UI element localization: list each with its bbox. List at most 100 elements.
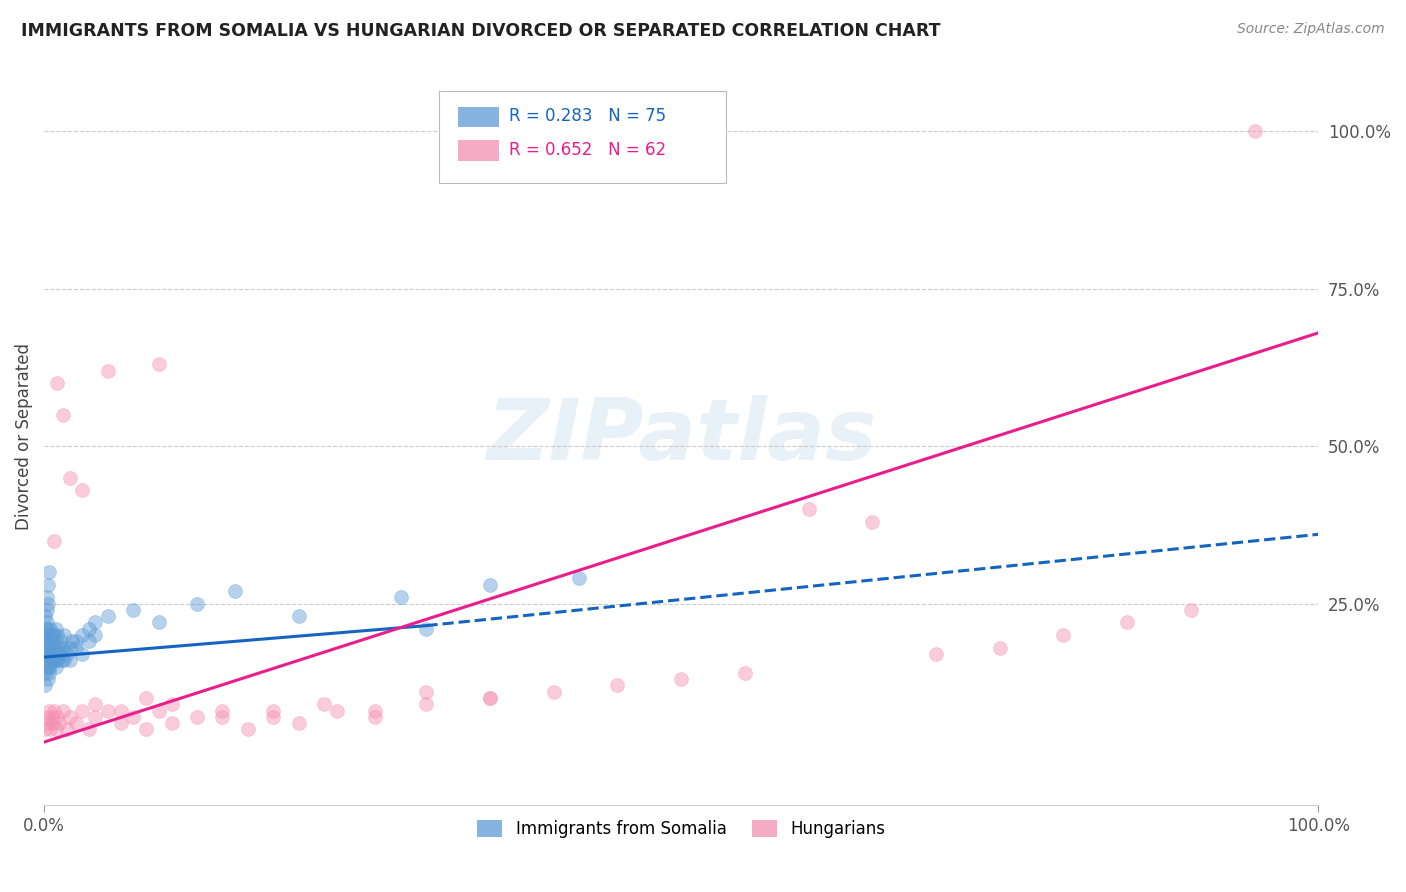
Point <box>39 647 62 661</box>
Text: ZIPatlas: ZIPatlas <box>486 395 876 478</box>
Point <box>37 716 59 731</box>
Point <box>44 533 66 548</box>
Point <box>35 653 58 667</box>
Point <box>48 647 70 661</box>
Point <box>39 723 62 737</box>
Point <box>364 710 387 724</box>
Point <box>45 710 67 724</box>
Point <box>53 653 76 667</box>
Point <box>45 628 67 642</box>
Point <box>224 584 246 599</box>
Point <box>58 471 80 485</box>
Point <box>45 653 67 667</box>
Point <box>35 628 58 642</box>
Point <box>44 704 66 718</box>
Point <box>37 634 59 648</box>
Point <box>35 659 58 673</box>
Point <box>65 634 87 648</box>
Point <box>288 716 311 731</box>
Point <box>97 609 120 624</box>
Point <box>160 716 183 731</box>
Point <box>326 704 349 718</box>
Point <box>148 704 170 718</box>
Point <box>35 710 58 724</box>
Point <box>42 716 65 731</box>
Point <box>45 653 67 667</box>
Point <box>35 615 58 630</box>
Point <box>46 640 69 655</box>
Point <box>37 647 59 661</box>
Point <box>77 622 100 636</box>
Point <box>58 653 80 667</box>
Point <box>38 665 60 680</box>
Point <box>42 634 65 648</box>
Point <box>988 640 1011 655</box>
Point <box>45 659 67 673</box>
Point <box>44 628 66 642</box>
Point <box>77 634 100 648</box>
Point <box>41 653 63 667</box>
Point <box>52 408 75 422</box>
Point <box>51 653 73 667</box>
Point <box>72 647 94 661</box>
Point <box>415 684 437 698</box>
Point <box>41 710 63 724</box>
Point <box>110 704 132 718</box>
Point <box>415 698 437 712</box>
Point <box>48 716 70 731</box>
Point <box>35 591 58 605</box>
Point <box>52 704 75 718</box>
Point <box>34 647 56 661</box>
Point <box>38 565 60 579</box>
Point <box>34 723 56 737</box>
Y-axis label: Divorced or Separated: Divorced or Separated <box>15 343 32 530</box>
Point <box>39 622 62 636</box>
Point <box>38 640 60 655</box>
FancyBboxPatch shape <box>439 91 725 183</box>
Point <box>44 653 66 667</box>
Point <box>110 716 132 731</box>
Point <box>734 665 756 680</box>
Point <box>262 710 284 724</box>
Point <box>186 710 208 724</box>
Point <box>49 634 72 648</box>
Point <box>45 376 67 391</box>
Point <box>65 640 87 655</box>
Point <box>38 628 60 642</box>
Text: Source: ZipAtlas.com: Source: ZipAtlas.com <box>1237 22 1385 37</box>
Point <box>797 502 820 516</box>
Point <box>53 628 76 642</box>
Point <box>479 577 502 591</box>
Point <box>72 628 94 642</box>
Point <box>65 716 87 731</box>
Point <box>38 704 60 718</box>
Point <box>56 723 79 737</box>
Point <box>41 653 63 667</box>
Point <box>479 691 502 706</box>
Point <box>45 647 67 661</box>
Text: R = 0.283   N = 75: R = 0.283 N = 75 <box>509 107 666 126</box>
Point <box>288 609 311 624</box>
Point <box>34 665 56 680</box>
Point <box>186 597 208 611</box>
Point <box>568 571 591 585</box>
Point <box>122 710 145 724</box>
Point <box>364 704 387 718</box>
Point <box>148 615 170 630</box>
Point <box>38 653 60 667</box>
Point <box>41 628 63 642</box>
Point <box>45 723 67 737</box>
Point <box>34 634 56 648</box>
Point <box>48 647 70 661</box>
Point <box>84 710 107 724</box>
Point <box>42 647 65 661</box>
Point <box>51 640 73 655</box>
Point <box>1052 628 1074 642</box>
Point <box>860 515 883 529</box>
Point <box>42 647 65 661</box>
Point <box>60 634 83 648</box>
Point <box>37 577 59 591</box>
Point <box>77 723 100 737</box>
Point <box>669 672 692 686</box>
Point <box>84 698 107 712</box>
